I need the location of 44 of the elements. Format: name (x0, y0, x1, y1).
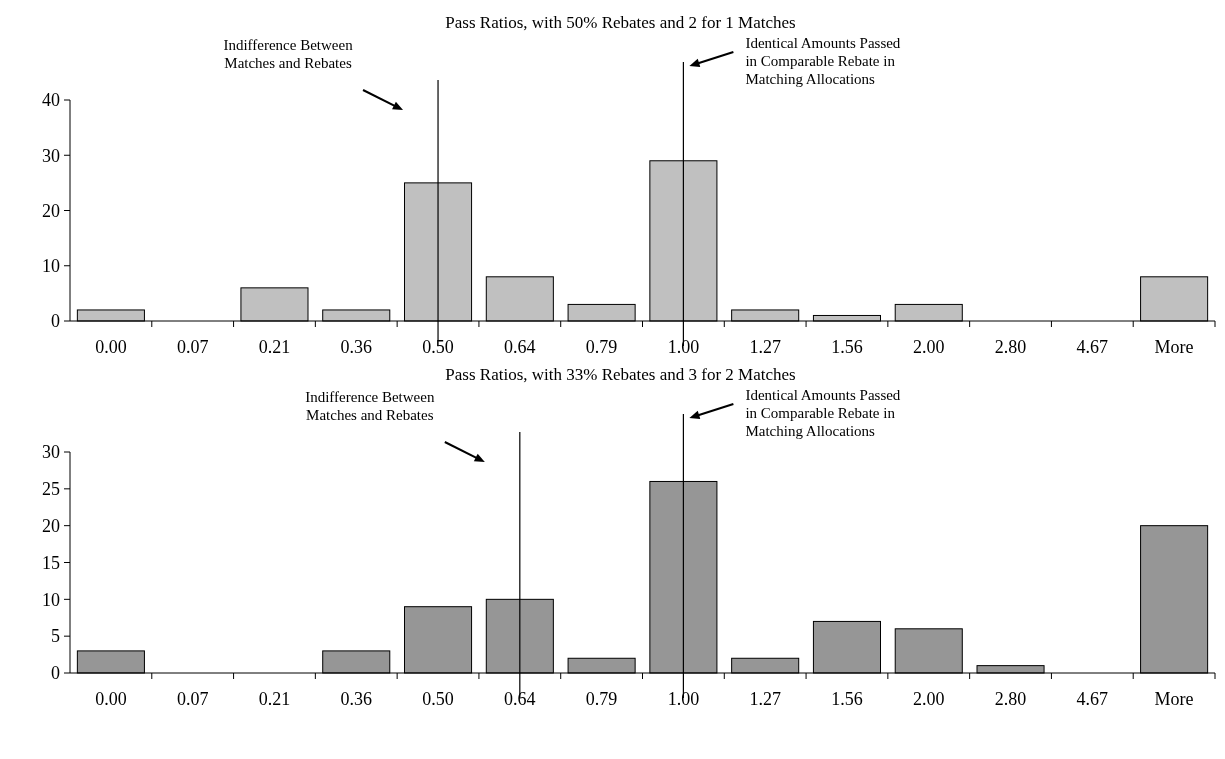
x-tick-label: 0.07 (176, 689, 209, 709)
x-tick-label: 0.00 (95, 689, 127, 709)
x-tick-label: 2.80 (994, 337, 1027, 357)
x-tick-label: 1.27 (749, 337, 781, 357)
x-tick-label: 2.00 (913, 337, 945, 357)
y-tick-label: 20 (42, 200, 60, 221)
x-tick-label: 0.36 (340, 337, 372, 357)
y-tick-label: 15 (42, 552, 60, 573)
chart-title: Pass Ratios, with 33% Rebates and 3 for 2 Matches (445, 365, 796, 384)
y-tick-label: 0 (51, 311, 60, 332)
text: Indifference Between Matches and Rebates (305, 389, 435, 423)
y-tick-label: 10 (42, 256, 60, 277)
y-tick-label: 5 (51, 626, 60, 647)
x-tick-label: 0.21 (258, 689, 291, 709)
y-tick-label: 20 (42, 515, 60, 536)
x-tick-label: 1.56 (831, 337, 863, 357)
y-tick-label: 10 (42, 589, 60, 610)
y-tick-label: 0 (51, 663, 60, 684)
x-tick-label: 0.79 (585, 689, 618, 709)
x-tick-label: 4.67 (1076, 689, 1109, 709)
x-tick-label: 2.80 (994, 689, 1027, 709)
x-tick-label: 0.64 (504, 689, 536, 709)
x-tick-label: 2.00 (913, 689, 945, 709)
x-tick-label: More (1154, 689, 1194, 709)
y-tick-label: 25 (42, 479, 60, 500)
x-tick-label: 0.50 (422, 689, 454, 709)
y-tick-label: 30 (42, 442, 60, 463)
x-tick-label: 1.27 (749, 689, 781, 709)
x-tick-label: 0.07 (176, 337, 209, 357)
y-tick-label: 40 (42, 90, 60, 111)
text: Indifference Between Matches and Rebates (223, 37, 354, 71)
x-tick-label: 0.64 (504, 337, 536, 357)
text: Identical Amounts Passed in Comparable Rebate in Matching Allocations (745, 387, 901, 439)
x-tick-label: 0.50 (422, 337, 454, 357)
x-tick-label: 0.79 (585, 337, 618, 357)
x-tick-label: 0.00 (95, 337, 127, 357)
x-tick-label: More (1154, 337, 1194, 357)
chart-title: Pass Ratios, with 50% Rebates and 2 for 1 Matches (445, 13, 796, 32)
x-tick-label: 0.36 (340, 689, 372, 709)
text: Identical Amounts Passed in Comparable Rebate in Matching Allocations (745, 35, 901, 87)
x-tick-label: 4.67 (1076, 337, 1109, 357)
x-tick-label: 0.21 (258, 337, 291, 357)
y-tick-label: 30 (42, 145, 60, 166)
x-tick-label: 1.56 (831, 689, 863, 709)
